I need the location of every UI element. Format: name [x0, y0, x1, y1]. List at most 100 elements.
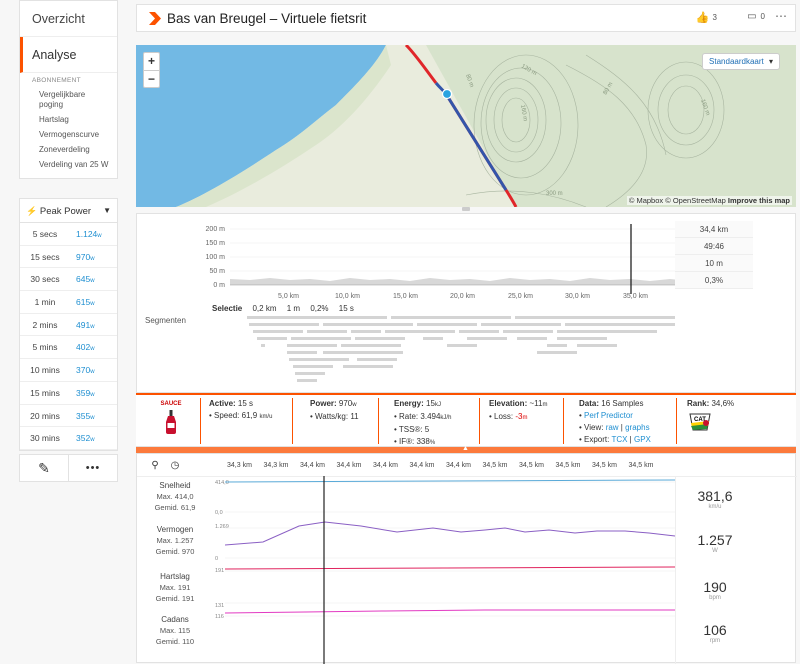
selection-grade: 0,2% [310, 304, 329, 313]
peak-duration: 10 mins [30, 365, 60, 376]
comments-button[interactable]: ▭ 0 [747, 11, 765, 22]
elevation-x-tick: 10,0 km [335, 293, 360, 300]
rate-value: 3.494 [420, 412, 441, 421]
selection-elevation: 1 m [286, 304, 301, 313]
nav-power-distribution[interactable]: Verdeling van 25 W [39, 160, 109, 169]
elevation-x-tick: 20,0 km [450, 293, 475, 300]
sauce-stats-panel: SAUCE Active: 15 s • Speed: 61,9 km/u Po… [136, 393, 796, 447]
activity-header: Bas van Breugel – Virtuele fietsrit 👍 3 … [136, 4, 796, 32]
stat-rank: Rank: 34,6% CAT [687, 398, 734, 437]
metric-current-value: 190 bpm [703, 579, 727, 601]
analysis-x-tick: 34,5 km [628, 462, 654, 469]
zoom-out-button[interactable]: − [144, 70, 159, 87]
peak-power-row[interactable]: 2 mins 491w [20, 314, 117, 337]
segments-bars[interactable] [247, 316, 677, 386]
stat-distance: 34,4 km [675, 221, 753, 238]
metric-y-max: 414,0 [215, 480, 229, 486]
caret-down-icon: ▾ [768, 57, 773, 66]
attr-improve[interactable]: Improve this map [727, 196, 790, 205]
zoom-in-button[interactable]: + [147, 54, 155, 68]
analysis-panel: ⚲ ◷ 34,3 km 34,3 km 34,4 km 34,4 km 34,4 km 3… [136, 453, 797, 664]
power-line [225, 521, 675, 546]
active-value: 15 s [237, 399, 254, 408]
elevation-y-tick: 200 m [205, 226, 225, 233]
nav-heart-rate[interactable]: Hartslag [39, 115, 69, 124]
clock-icon[interactable]: ◷ [170, 460, 180, 471]
perf-predictor-link[interactable]: Perf Predictor [584, 411, 633, 420]
peak-duration: 30 mins [30, 433, 60, 444]
tss-value: 5 [424, 425, 430, 434]
analysis-charts[interactable] [225, 476, 675, 664]
attr-mapbox[interactable]: © Mapbox [628, 196, 664, 205]
data-samples: 16 Samples [601, 399, 644, 408]
elevation-y-tick: 50 m [209, 268, 225, 275]
map-canvas: 80 m 120 m 160 m 80 m 160 m 300 m [136, 45, 796, 207]
peak-power-row[interactable]: 30 secs 645w [20, 268, 117, 292]
peak-power-row[interactable]: 30 mins 352w [20, 427, 117, 450]
nav-similar-effort[interactable]: Vergelijkbare poging [39, 90, 86, 109]
peak-power-row[interactable]: 5 secs 1.124w [20, 223, 117, 246]
kudos-button[interactable]: 👍 3 [696, 11, 717, 24]
stat-elevation: 10 m [675, 255, 753, 272]
elevation-x-tick: 35,0 km [623, 293, 648, 300]
metric-y-min: 0,0 [215, 510, 223, 516]
elevation-stats: 34,4 km 49:46 10 m 0,3% [675, 221, 753, 289]
sauce-brand: SAUCE [160, 401, 182, 407]
metric-label: Cadans Max. 115 Gemid. 110 [155, 615, 195, 646]
route-map[interactable]: 80 m 120 m 160 m 80 m 160 m 300 m + − St… [136, 45, 796, 207]
edit-pencil-icon[interactable]: ✎ [38, 459, 50, 476]
selection-time: 15 s [338, 304, 354, 313]
selection-summary: Selectie 0,2 km 1 m 0,2% 15 s [212, 304, 362, 313]
elevation-x-tick: 25,0 km [508, 293, 533, 300]
peak-power-row[interactable]: 15 mins 359w [20, 382, 117, 405]
map-attribution: © Mapbox © OpenStreetMap Improve this ma… [626, 196, 792, 205]
peak-duration: 5 mins [32, 342, 58, 353]
elevation-y-tick: 0 m [213, 282, 225, 289]
peak-value: 370w [76, 365, 95, 376]
map-resize-handle[interactable] [462, 207, 470, 211]
view-graphs-link[interactable]: graphs [625, 423, 650, 432]
sauce-logo: SAUCE [156, 398, 186, 438]
peak-power-row[interactable]: 1 min 615w [20, 291, 117, 314]
stat-data: Data: 16 Samples • Perf Predictor • View… [579, 399, 651, 444]
view-raw-link[interactable]: raw [605, 423, 619, 432]
sauce-bolt-icon: ⚡ [26, 206, 38, 216]
peak-power-row[interactable]: 15 secs 970w [20, 246, 117, 269]
nav-power-curve[interactable]: Vermogenscurve [39, 130, 100, 139]
segments-label: Segmenten [145, 316, 186, 325]
export-gpx-link[interactable]: GPX [633, 435, 651, 444]
peak-value: 491w [76, 319, 95, 330]
kudos-count: 3 [712, 13, 717, 22]
contour-label: 80 m [603, 81, 615, 96]
peak-power-dropdown[interactable]: ⚡ Peak Power ▼ [20, 199, 117, 223]
elevation-panel: 200 m 150 m 100 m 50 m 0 m 5,0 km 10,0 km 15,0… [136, 213, 796, 393]
export-tcx-link[interactable]: TCX [611, 435, 628, 444]
metric-current-value: 381,6 km/u [697, 488, 733, 510]
panel-divider-bar[interactable]: ▲ [136, 445, 796, 453]
energy-value: 15 [426, 399, 435, 408]
more-options-icon[interactable]: ••• [68, 455, 117, 481]
nav-overview[interactable]: Overzicht [20, 1, 117, 37]
peak-power-row[interactable]: 20 mins 355w [20, 405, 117, 428]
more-actions-icon[interactable]: ⋯ [775, 9, 787, 23]
metric-current-value: 1.257 W [697, 532, 733, 554]
nav-analysis[interactable]: Analyse [20, 37, 117, 73]
elevation-chart[interactable] [230, 224, 680, 294]
map-style-dropdown[interactable]: Standaardkaart ▾ [702, 53, 780, 70]
metric-current-value: 106 rpm [703, 622, 727, 644]
peak-duration: 15 mins [30, 387, 60, 398]
metric-y-max: 1.269 [215, 524, 229, 530]
contour-label: 300 m [546, 191, 563, 197]
heart-rate-line [225, 566, 675, 570]
attr-osm[interactable]: © OpenStreetMap [665, 196, 726, 205]
chevron-down-icon: ▼ [103, 206, 111, 215]
collapse-up-icon[interactable]: ▲ [462, 445, 469, 452]
peak-power-row[interactable]: 5 mins 402w [20, 336, 117, 360]
nav-zone-distribution[interactable]: Zoneverdeling [39, 145, 90, 154]
stat-energy: Energy: 15kJ • Rate: 3.494kJ/h • TSS®: 5… [394, 399, 452, 446]
speed-value: 61,9 [241, 411, 258, 420]
map-pin-icon[interactable]: ⚲ [151, 460, 159, 471]
contour-label: 160 m [699, 99, 710, 117]
peak-power-row[interactable]: 10 mins 370w [20, 359, 117, 382]
loss-value: -3 [515, 412, 523, 421]
